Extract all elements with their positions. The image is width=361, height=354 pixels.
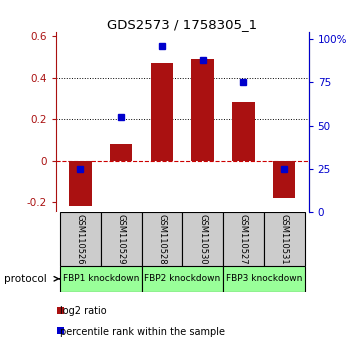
Text: GSM110528: GSM110528 [157,213,166,264]
Bar [101,212,142,266]
Text: log2 ratio: log2 ratio [60,306,106,316]
Bar [182,212,223,266]
Text: percentile rank within the sample: percentile rank within the sample [60,327,225,337]
Text: GSM110526: GSM110526 [76,213,85,264]
Text: GSM110529: GSM110529 [117,214,126,264]
Bar [57,307,64,314]
Bar [69,160,92,206]
Bar [60,266,142,292]
Bar [223,212,264,266]
Bar [142,266,223,292]
Bar [264,212,305,266]
Bar [273,160,295,198]
Text: GSM110530: GSM110530 [198,213,207,264]
Bar [142,212,182,266]
Text: FBP2 knockdown: FBP2 knockdown [144,274,221,283]
Text: GSM110527: GSM110527 [239,213,248,264]
Title: GDS2573 / 1758305_1: GDS2573 / 1758305_1 [107,18,257,31]
Text: GSM110531: GSM110531 [280,213,289,264]
Bar [191,59,214,160]
Bar [223,266,305,292]
Bar [110,144,132,160]
Text: FBP1 knockdown: FBP1 knockdown [62,274,139,283]
Bar [60,212,101,266]
Bar [232,102,255,160]
Bar [151,63,173,160]
Bar [57,326,64,333]
Text: FBP3 knockdown: FBP3 knockdown [226,274,302,283]
Text: protocol: protocol [4,274,46,284]
